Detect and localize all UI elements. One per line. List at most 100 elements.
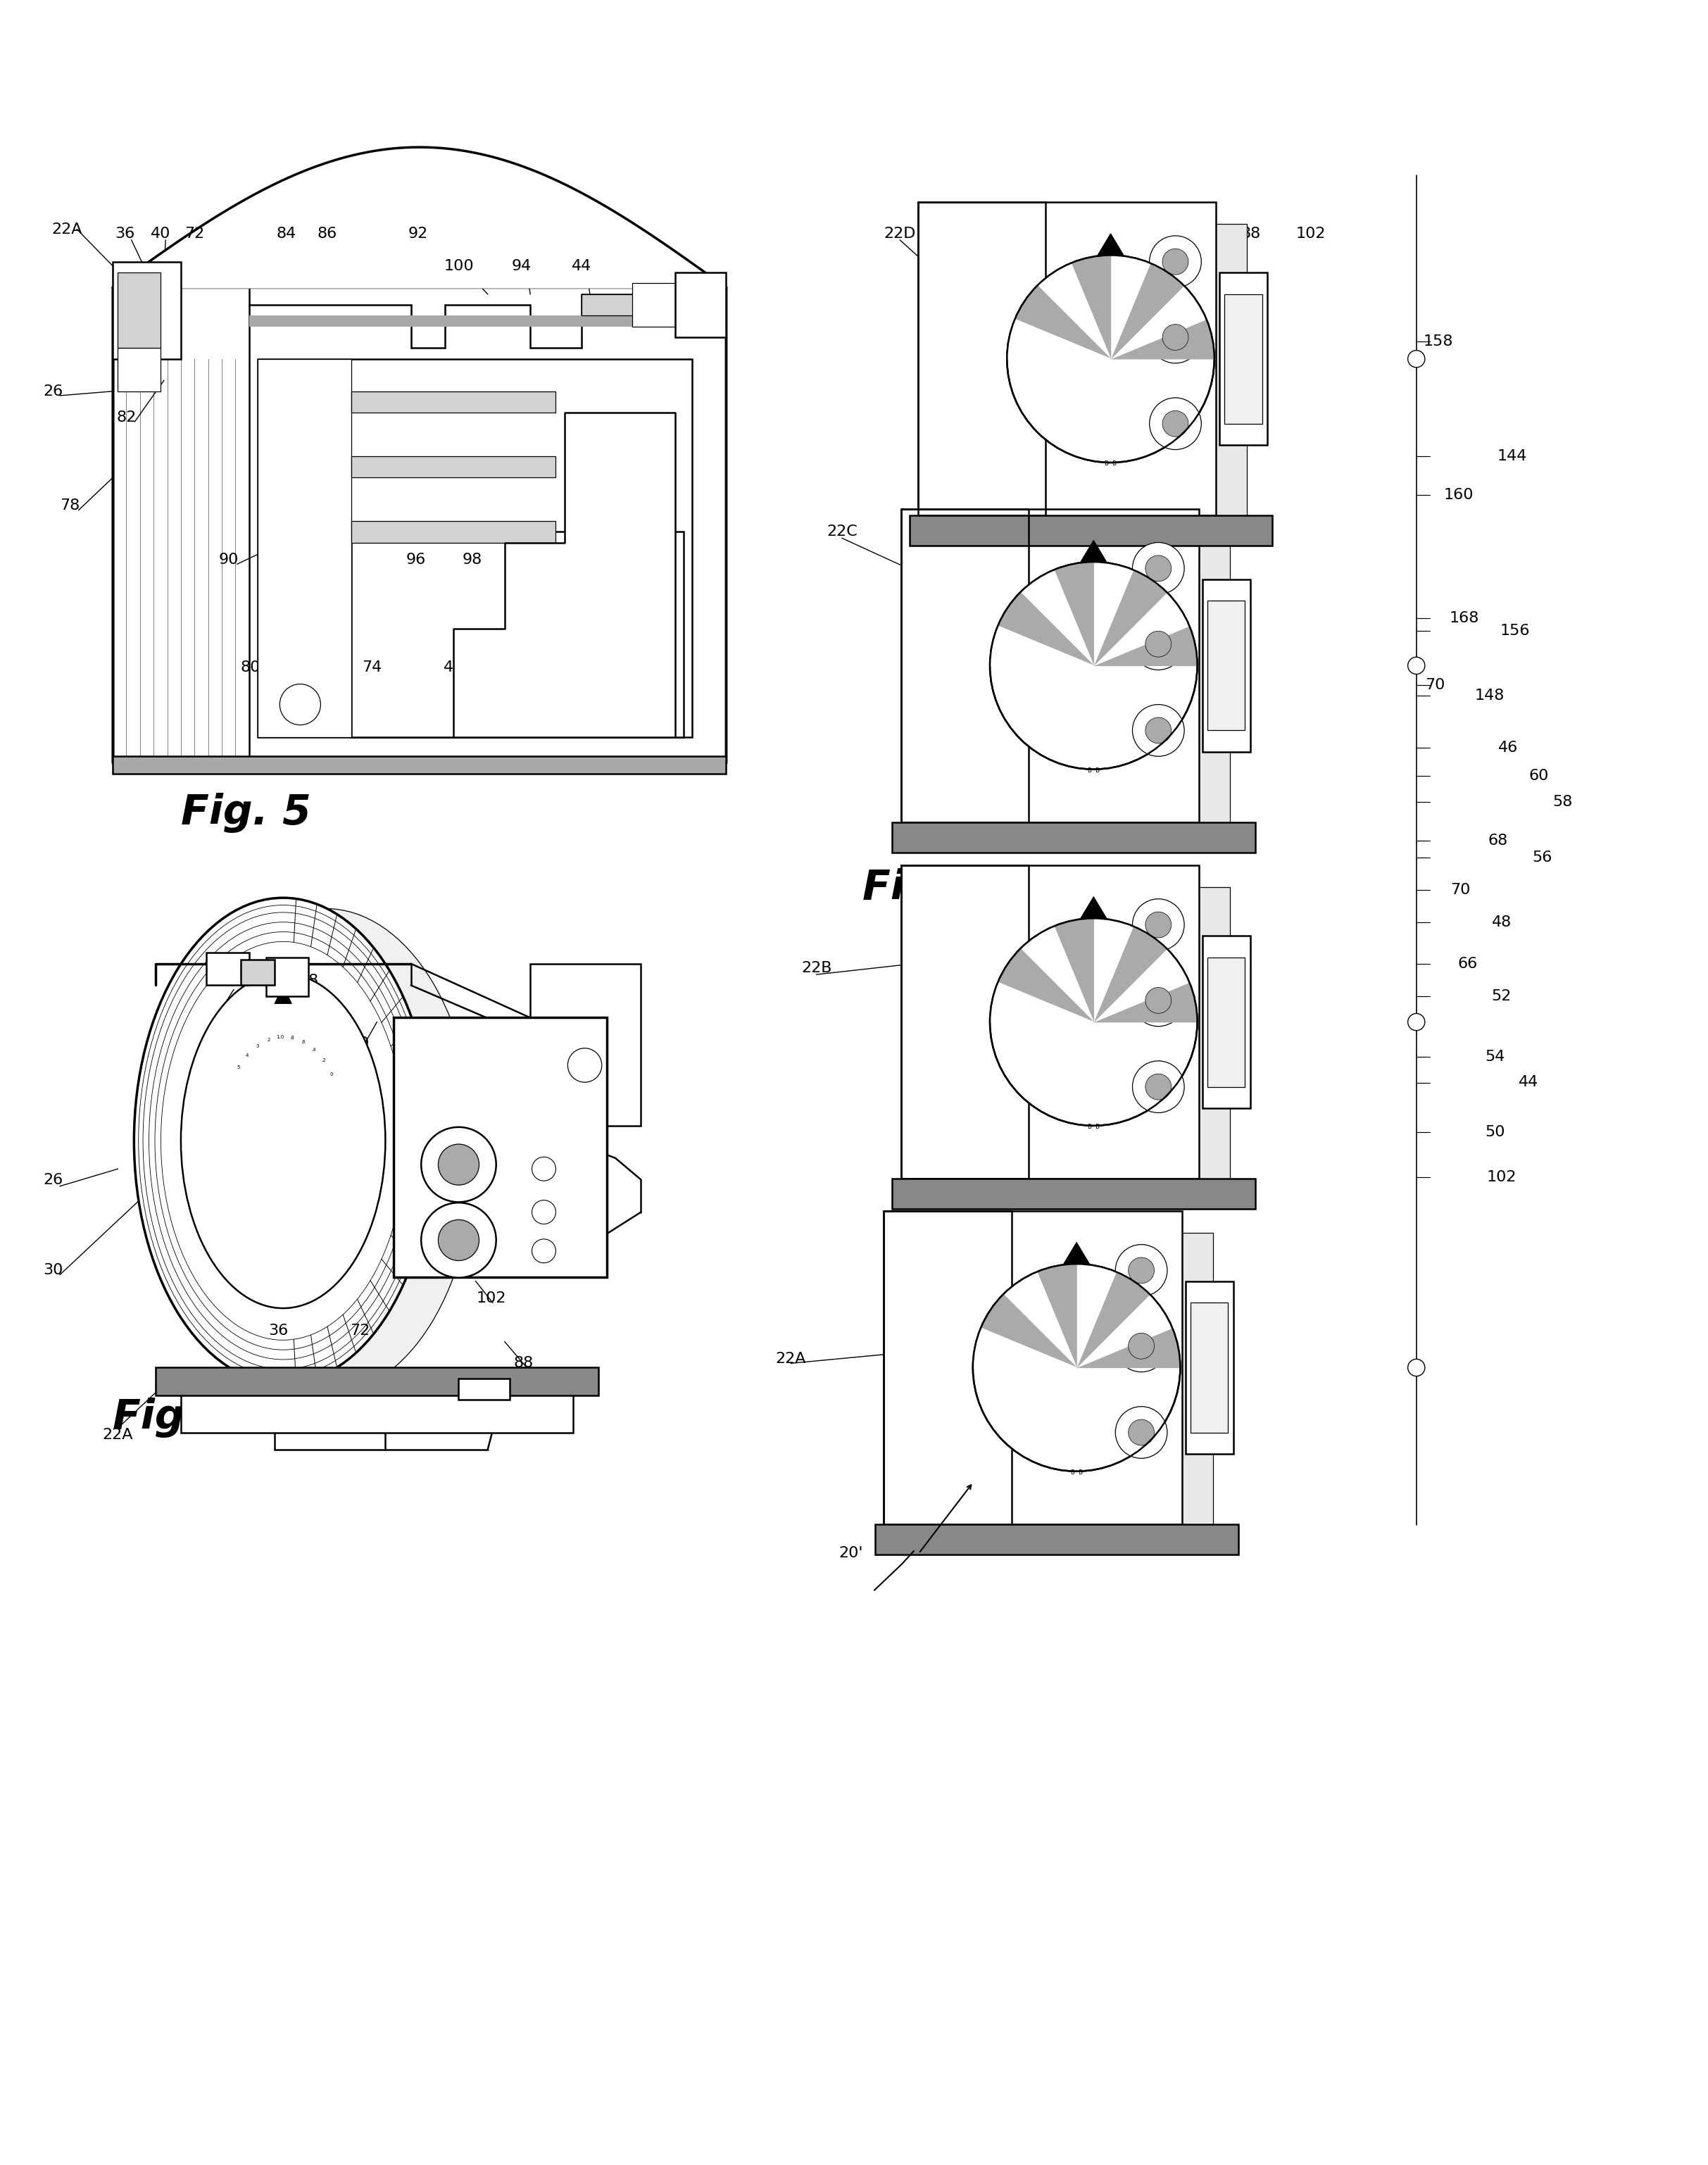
Circle shape — [1132, 704, 1184, 756]
Bar — [1208, 602, 1245, 730]
Text: 38A: 38A — [273, 1093, 304, 1106]
Circle shape — [531, 1156, 555, 1180]
Polygon shape — [974, 1327, 1076, 1368]
Circle shape — [1149, 312, 1201, 364]
Bar — [892, 1178, 1255, 1208]
Bar — [207, 953, 249, 985]
Polygon shape — [1110, 286, 1206, 359]
Bar — [914, 1232, 1213, 1546]
Circle shape — [1115, 1245, 1167, 1297]
Polygon shape — [1076, 1271, 1149, 1368]
Text: Fig. 5: Fig. 5 — [181, 792, 311, 834]
Circle shape — [1129, 1258, 1155, 1284]
Circle shape — [531, 1199, 555, 1223]
Text: 88: 88 — [514, 1355, 533, 1370]
Bar — [395, 1018, 606, 1277]
Text: 88: 88 — [1114, 1524, 1132, 1539]
Bar — [883, 1210, 1182, 1524]
Text: 66: 66 — [1457, 957, 1477, 970]
Bar — [113, 756, 726, 773]
Text: B  B: B B — [1105, 461, 1117, 468]
Polygon shape — [1076, 1295, 1172, 1368]
Ellipse shape — [176, 909, 475, 1394]
Circle shape — [422, 1204, 495, 1277]
Bar — [900, 509, 1028, 823]
Text: 74: 74 — [943, 637, 963, 652]
Polygon shape — [1093, 593, 1189, 665]
Bar — [917, 201, 1045, 515]
Text: 32: 32 — [260, 974, 280, 987]
Bar — [249, 316, 658, 327]
Text: 82: 82 — [116, 409, 137, 424]
Text: 72: 72 — [350, 1323, 369, 1338]
Polygon shape — [1110, 264, 1184, 359]
Text: 102: 102 — [477, 1293, 506, 1305]
Bar — [1225, 294, 1262, 424]
Polygon shape — [1093, 569, 1167, 665]
Bar — [917, 201, 1216, 515]
Circle shape — [1407, 658, 1424, 673]
Bar — [632, 284, 675, 327]
Text: 96: 96 — [407, 552, 425, 567]
Text: 70: 70 — [1424, 678, 1445, 693]
Polygon shape — [1110, 318, 1214, 359]
Polygon shape — [997, 593, 1093, 665]
Circle shape — [1132, 1061, 1184, 1113]
Circle shape — [1146, 987, 1172, 1013]
Text: .4: .4 — [311, 1048, 316, 1052]
Bar — [118, 273, 161, 349]
Bar — [118, 349, 161, 392]
Bar — [1220, 273, 1267, 446]
Text: 74: 74 — [943, 1468, 963, 1483]
Text: 102: 102 — [521, 552, 550, 567]
Polygon shape — [1054, 918, 1093, 1022]
Text: 72: 72 — [184, 227, 205, 240]
Text: 98: 98 — [463, 552, 482, 567]
Text: 36: 36 — [268, 1323, 289, 1338]
Polygon shape — [1093, 948, 1189, 1022]
Bar — [948, 223, 1247, 537]
Polygon shape — [454, 414, 675, 736]
Text: 36: 36 — [114, 227, 135, 240]
Text: 30: 30 — [43, 1264, 63, 1277]
Text: 74: 74 — [355, 1388, 374, 1403]
Circle shape — [1132, 543, 1184, 595]
Bar — [1185, 1282, 1233, 1455]
Text: 44: 44 — [535, 1139, 553, 1152]
Text: 168: 168 — [1448, 611, 1479, 626]
Polygon shape — [1037, 1264, 1076, 1368]
Circle shape — [439, 1219, 480, 1260]
Bar — [874, 1524, 1238, 1554]
Polygon shape — [1020, 927, 1093, 1022]
Text: 88: 88 — [1242, 227, 1261, 240]
Circle shape — [1163, 411, 1189, 437]
Text: 144: 144 — [1496, 448, 1527, 463]
Polygon shape — [1093, 626, 1197, 665]
Text: 1.0: 1.0 — [277, 1035, 284, 1039]
Polygon shape — [1076, 1327, 1180, 1368]
Text: 90: 90 — [219, 552, 239, 567]
Polygon shape — [1110, 255, 1149, 359]
Text: 102: 102 — [1486, 1171, 1517, 1184]
Circle shape — [991, 918, 1197, 1126]
Bar — [155, 1368, 598, 1396]
Bar — [113, 262, 181, 359]
Bar — [892, 823, 1255, 853]
Text: 0: 0 — [330, 1072, 333, 1076]
Text: 148: 148 — [1474, 688, 1505, 704]
Bar — [352, 457, 555, 478]
Bar — [931, 888, 1230, 1199]
Text: 92: 92 — [408, 227, 427, 240]
Text: 44: 44 — [1518, 1076, 1539, 1089]
Circle shape — [1149, 236, 1201, 288]
Circle shape — [1129, 1420, 1155, 1446]
Bar — [931, 530, 1230, 844]
Text: 50: 50 — [1484, 1126, 1505, 1139]
Text: 86: 86 — [318, 227, 338, 240]
Bar — [113, 288, 726, 762]
Circle shape — [1132, 617, 1184, 669]
Text: 74: 74 — [943, 1059, 963, 1072]
Polygon shape — [991, 626, 1093, 665]
Circle shape — [531, 1238, 555, 1262]
Bar — [459, 1379, 509, 1401]
